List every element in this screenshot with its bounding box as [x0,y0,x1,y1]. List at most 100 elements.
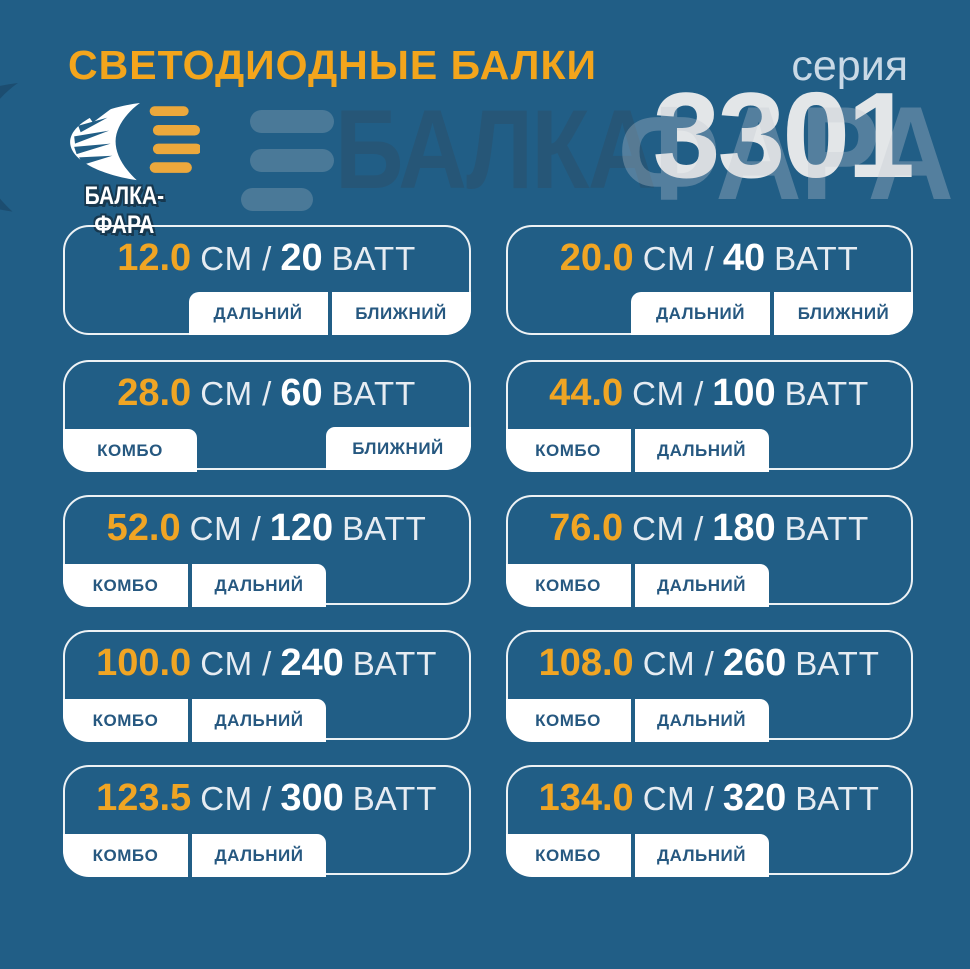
card-watt-value: 260 [722,642,787,684]
separator: / [262,780,272,817]
beam-tag: КОМБО [505,564,631,607]
beam-tag: ДАЛЬНИЙ [634,564,769,607]
product-card: 100.0 СМ/240 ВАТТ КОМБО ДАЛЬНИЙ [63,630,471,742]
card-watt-value: 180 [712,507,776,549]
card-spec-line: 28.0 СМ/60 ВАТТ [65,362,469,415]
card-size-value: 100.0 [96,642,192,684]
card-watt-value: 240 [280,642,344,684]
beam-tag: ДАЛЬНИЙ [192,834,326,877]
tag-divider [630,564,635,607]
watermark-text-dark: БАЛКА [335,87,657,212]
beam-tag: БЛИЖНИЙ [774,292,913,335]
cards-grid: 12.0 СМ/20 ВАТТ ДАЛЬНИЙ БЛИЖНИЙ 20.0 СМ/40 ВА… [63,225,913,877]
card-watt-value: 320 [722,777,787,819]
card-size-value: 76.0 [549,507,624,549]
beam-tag: КОМБО [505,834,631,877]
tags-group-right: БЛИЖНИЙ [325,427,471,470]
power-unit: ВАТТ [331,240,417,277]
card-watt-value: 20 [280,237,323,279]
card-spec-line: 134.0 СМ/320 ВАТТ [508,767,912,820]
power-unit: ВАТТ [352,645,438,682]
watermark-bar [250,149,334,172]
beam-tag: БЛИЖНИЙ [331,292,471,335]
brand-logo-headlight-icon [70,103,200,181]
length-unit: СМ [200,645,254,682]
beam-tag: ДАЛЬНИЙ [634,429,769,472]
product-card: 44.0 СМ/100 ВАТТ КОМБО ДАЛЬНИЙ [505,360,913,472]
power-unit: ВАТТ [342,510,427,547]
card-spec-line: 20.0 СМ/40 ВАТТ [508,227,912,280]
card-watt-value: 40 [722,237,766,279]
tags-group: ДАЛЬНИЙ БЛИЖНИЙ [188,292,471,335]
beam-tag: ДАЛЬНИЙ [634,834,769,877]
beam-tag: КОМБО [63,699,188,742]
beam-tag: БЛИЖНИЙ [325,427,471,470]
card-size-value: 134.0 [538,777,634,819]
series-label: серия [791,42,908,90]
separator: / [262,240,272,277]
length-unit: СМ [642,240,696,277]
product-card: 20.0 СМ/40 ВАТТ ДАЛЬНИЙ БЛИЖНИЙ [505,225,913,335]
card-watt-value: 60 [280,372,323,414]
length-unit: СМ [632,510,686,547]
product-card: 28.0 СМ/60 ВАТТ КОМБО БЛИЖНИЙ [63,360,471,472]
length-unit: СМ [200,780,254,817]
power-unit: ВАТТ [795,645,880,682]
length-unit: СМ [642,780,696,817]
separator: / [704,645,714,682]
tag-divider [327,292,332,335]
card-size-value: 12.0 [117,237,192,279]
card-spec-line: 123.5 СМ/300 ВАТТ [65,767,469,820]
tag-divider [188,564,192,607]
page-title: СВЕТОДИОДНЫЕ БАЛКИ [68,42,597,88]
beam-tag: КОМБО [505,699,631,742]
length-unit: СМ [200,375,254,412]
beam-tag: КОМБО [63,429,197,472]
card-spec-line: 108.0 СМ/260 ВАТТ [508,632,912,685]
tags-group: КОМБО ДАЛЬНИЙ [505,699,769,742]
tags-group: КОМБО ДАЛЬНИЙ [505,834,769,877]
power-unit: ВАТТ [352,780,438,817]
power-unit: ВАТТ [331,375,417,412]
card-size-value: 28.0 [117,372,192,414]
card-watt-value: 300 [280,777,344,819]
tags-group: КОМБО ДАЛЬНИЙ [63,834,326,877]
separator: / [694,510,704,547]
tag-divider [630,429,635,472]
beam-tag: КОМБО [63,834,188,877]
length-unit: СМ [642,645,696,682]
card-size-value: 123.5 [96,777,192,819]
tag-divider [770,292,774,335]
tags-group: КОМБО ДАЛЬНИЙ [505,429,769,472]
card-size-value: 108.0 [538,642,634,684]
tag-divider [188,834,192,877]
separator: / [694,375,704,412]
length-unit: СМ [632,375,686,412]
watermark-bar [250,110,334,133]
separator: / [704,240,714,277]
product-card: 108.0 СМ/260 ВАТТ КОМБО ДАЛЬНИЙ [505,630,913,742]
separator: / [262,375,272,412]
card-watt-value: 100 [712,372,776,414]
product-card: 52.0 СМ/120 ВАТТ КОМБО ДАЛЬНИЙ [63,495,471,607]
card-spec-line: 100.0 СМ/240 ВАТТ [65,632,469,685]
series-number: 3301 [652,67,915,203]
length-unit: СМ [200,240,254,277]
beam-tag: ДАЛЬНИЙ [188,292,328,335]
beam-tag: ДАЛЬНИЙ [631,292,770,335]
card-spec-line: 52.0 СМ/120 ВАТТ [65,497,469,550]
card-size-value: 44.0 [549,372,624,414]
tag-divider [630,834,635,877]
product-card: 76.0 СМ/180 ВАТТ КОМБО ДАЛЬНИЙ [505,495,913,607]
product-card: 12.0 СМ/20 ВАТТ ДАЛЬНИЙ БЛИЖНИЙ [63,225,471,335]
beam-tag: ДАЛЬНИЙ [192,564,326,607]
separator: / [704,780,714,817]
tags-group: КОМБО ДАЛЬНИЙ [63,699,326,742]
card-size-value: 52.0 [106,507,181,549]
card-spec-line: 12.0 СМ/20 ВАТТ [65,227,469,280]
length-unit: СМ [189,510,243,547]
beam-tag: ДАЛЬНИЙ [634,699,769,742]
tags-group: КОМБО ДАЛЬНИЙ [63,564,326,607]
tag-divider [630,699,635,742]
power-unit: ВАТТ [784,510,870,547]
